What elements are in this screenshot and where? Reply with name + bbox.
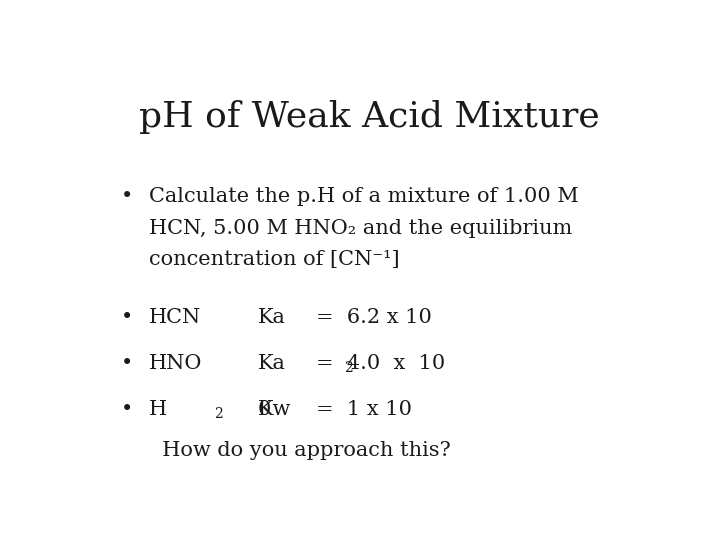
- Text: 2: 2: [344, 361, 354, 375]
- Text: 2: 2: [214, 407, 222, 421]
- Text: •: •: [121, 308, 133, 327]
- Text: =  1 x 10: = 1 x 10: [316, 400, 412, 419]
- Text: 0: 0: [258, 400, 271, 419]
- Text: Ka: Ka: [258, 354, 285, 373]
- Text: H: H: [148, 400, 167, 419]
- Text: •: •: [121, 354, 133, 373]
- Text: pH of Weak Acid Mixture: pH of Weak Acid Mixture: [139, 100, 599, 134]
- Text: •: •: [121, 400, 133, 419]
- Text: HCN, 5.00 M HNO₂ and the equilibrium: HCN, 5.00 M HNO₂ and the equilibrium: [148, 219, 572, 238]
- Text: =  6.2 x 10: = 6.2 x 10: [316, 308, 432, 327]
- Text: •: •: [121, 187, 133, 206]
- Text: HCN: HCN: [148, 308, 201, 327]
- Text: =  4.0  x  10: = 4.0 x 10: [316, 354, 445, 373]
- Text: concentration of [CN⁻¹]: concentration of [CN⁻¹]: [148, 250, 399, 269]
- Text: HNO: HNO: [148, 354, 202, 373]
- Text: Kw: Kw: [258, 400, 291, 419]
- Text: How do you approach this?: How do you approach this?: [148, 441, 450, 460]
- Text: Ka: Ka: [258, 308, 285, 327]
- Text: Calculate the p.H of a mixture of 1.00 M: Calculate the p.H of a mixture of 1.00 M: [148, 187, 578, 206]
